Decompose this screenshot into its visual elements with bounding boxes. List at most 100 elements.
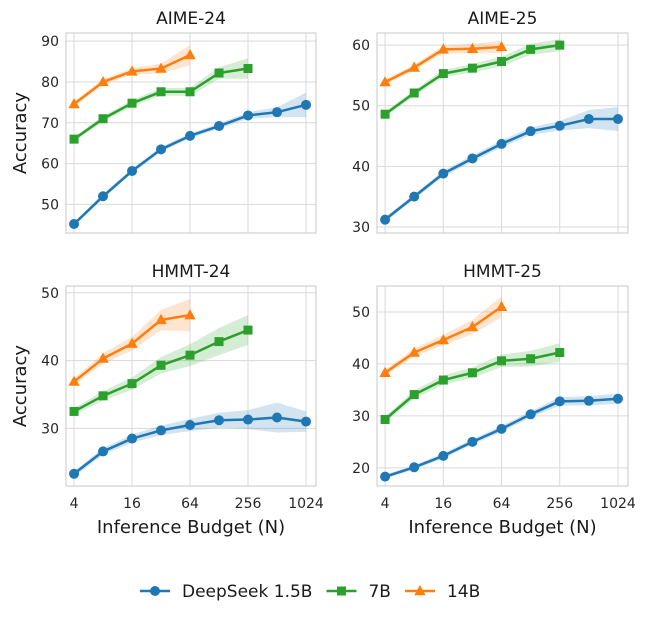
data-point	[583, 395, 594, 406]
data-point	[69, 468, 80, 479]
x-tick-label: 256	[235, 496, 262, 512]
y-tick-label: 50	[41, 286, 59, 302]
data-point	[69, 406, 79, 416]
data-point	[554, 396, 565, 407]
data-point	[379, 366, 391, 377]
data-point	[214, 337, 224, 347]
data-point	[380, 109, 390, 119]
data-point	[68, 375, 80, 386]
y-tick-label: 90	[41, 34, 59, 50]
legend-entry-deepseek-1-5b: DeepSeek 1.5B	[140, 582, 312, 602]
data-point	[409, 191, 420, 202]
data-point	[467, 368, 477, 378]
plot-frame	[65, 285, 317, 487]
legend-entry-14b: 14B	[404, 582, 480, 602]
data-point	[156, 87, 166, 97]
data-point	[272, 412, 283, 423]
plot-frame	[376, 285, 629, 487]
data-point	[496, 138, 507, 149]
x-tick-label: 1024	[288, 496, 324, 512]
panel-title: AIME-24	[156, 9, 226, 29]
panel-title: HMMT-25	[463, 262, 542, 282]
panel-title: HMMT-24	[152, 262, 231, 282]
series-14b	[68, 44, 196, 109]
panel-aime-25: 30 40 50 60 AIME-25	[352, 9, 629, 236]
data-point	[408, 346, 420, 357]
x-tick-label: 16	[434, 496, 452, 512]
x-tick-label: 4	[70, 496, 79, 512]
x-tick-label: 64	[181, 496, 199, 512]
y-tick-label: 40	[41, 354, 59, 370]
data-point	[243, 325, 253, 335]
data-point	[69, 219, 80, 230]
data-point	[97, 352, 109, 363]
data-point	[555, 347, 565, 357]
data-point	[243, 110, 254, 121]
data-point	[127, 433, 138, 444]
legend-label: 14B	[447, 582, 480, 602]
data-point	[380, 415, 390, 425]
data-point	[98, 114, 108, 124]
data-point	[496, 423, 507, 434]
data-point	[214, 68, 224, 78]
y-axis-label: Accuracy	[10, 92, 31, 175]
data-point	[185, 130, 196, 141]
panel-title: AIME-25	[468, 9, 538, 29]
x-tick-label: 64	[493, 496, 511, 512]
x-tick-label: 4	[381, 496, 390, 512]
legend-label: 7B	[368, 582, 390, 602]
data-point	[612, 114, 623, 125]
data-point	[185, 87, 195, 97]
series-7b	[380, 343, 565, 425]
x-tick-label: 1024	[600, 496, 636, 512]
data-point	[495, 300, 508, 311]
y-tick-label: 40	[352, 357, 370, 373]
y-axis-label: Accuracy	[10, 345, 31, 428]
data-point	[497, 56, 507, 66]
y-tick-label: 30	[41, 421, 59, 437]
series-deepseek-1-5b	[380, 106, 623, 225]
data-point	[555, 40, 565, 50]
data-point	[185, 419, 196, 430]
confidence-band	[385, 343, 560, 423]
data-point	[155, 313, 167, 325]
data-point	[301, 416, 312, 427]
data-point	[438, 69, 448, 79]
data-point	[437, 43, 450, 54]
data-point	[438, 168, 449, 179]
data-point	[272, 107, 283, 118]
confidence-band	[74, 58, 249, 142]
series-14b	[379, 40, 508, 87]
series-7b	[380, 39, 565, 119]
data-point	[301, 99, 312, 110]
data-point	[97, 75, 109, 87]
data-point	[243, 64, 253, 74]
y-tick-label: 60	[41, 157, 59, 173]
y-tick-label: 40	[352, 159, 370, 175]
series-deepseek-1-5b	[69, 402, 312, 479]
data-point	[127, 165, 138, 176]
data-point	[554, 120, 565, 131]
y-tick-label: 30	[352, 409, 370, 425]
data-point	[126, 337, 138, 348]
x-tick-label: 16	[123, 496, 141, 512]
series-14b	[379, 296, 508, 377]
series-line	[384, 43, 560, 116]
y-tick-label: 50	[352, 99, 370, 115]
data-point	[409, 390, 419, 400]
data-point	[380, 214, 391, 225]
data-point	[526, 44, 536, 54]
panel-aime-24: 50 60 70 80 90 Accuracy AIME-24	[10, 9, 317, 234]
data-point	[409, 88, 419, 98]
data-point	[466, 42, 479, 53]
legend: DeepSeek 1.5B 7B 14B	[140, 582, 480, 602]
series-7b	[69, 58, 253, 144]
data-point	[126, 65, 138, 76]
y-tick-label: 50	[352, 305, 370, 321]
x-axis-label: Inference Budget (N)	[408, 517, 596, 538]
legend-marker	[150, 586, 160, 596]
data-point	[68, 98, 80, 109]
data-point	[184, 49, 196, 60]
